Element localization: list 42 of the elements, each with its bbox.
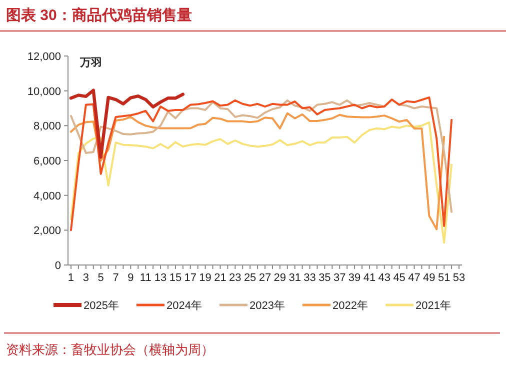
x-tick-label: 47 xyxy=(408,272,420,284)
y-tick-label: 6,000 xyxy=(33,156,61,168)
x-tick-label: 43 xyxy=(378,272,391,284)
y-axis-title: 万羽 xyxy=(79,57,102,69)
x-tick-label: 35 xyxy=(318,272,331,284)
x-tick-label: 3 xyxy=(82,272,89,284)
legend-label: 2023年 xyxy=(250,300,285,312)
x-tick-label: 5 xyxy=(98,272,104,284)
legend-label: 2025年 xyxy=(84,300,119,312)
legend-label: 2021年 xyxy=(416,300,451,312)
x-tick-label: 13 xyxy=(154,272,167,284)
x-tick-label: 53 xyxy=(452,272,466,284)
y-tick-label: 0 xyxy=(54,260,61,272)
x-tick-label: 21 xyxy=(214,272,226,284)
x-tick-label: 15 xyxy=(169,272,182,284)
chart-title: 图表 30：商品代鸡苗销售量 xyxy=(6,6,192,24)
x-tick-label: 27 xyxy=(258,272,272,284)
y-tick-label: 12,000 xyxy=(27,51,61,63)
x-tick-label: 25 xyxy=(244,272,256,284)
x-tick-label: 11 xyxy=(140,272,152,284)
text: 资料来源：畜牧业协会（横轴为周） xyxy=(6,342,214,357)
legend-label: 2022年 xyxy=(332,300,368,312)
x-tick-label: 39 xyxy=(348,272,361,284)
x-tick-label: 51 xyxy=(438,272,450,284)
y-tick-label: 4,000 xyxy=(33,190,61,202)
x-tick-label: 7 xyxy=(112,272,119,284)
x-tick-label: 49 xyxy=(423,272,436,284)
x-tick-label: 19 xyxy=(199,272,212,284)
x-tick-label: 17 xyxy=(184,272,197,284)
x-tick-label: 45 xyxy=(393,272,406,284)
y-tick-label: 10,000 xyxy=(27,86,61,98)
x-tick-label: 1 xyxy=(68,272,74,284)
y-tick-label: 8,000 xyxy=(33,120,61,133)
legend-label: 2024年 xyxy=(166,300,202,312)
x-tick-label: 31 xyxy=(288,272,301,284)
x-tick-label: 41 xyxy=(363,272,376,284)
x-tick-label: 9 xyxy=(128,272,134,284)
y-tick-label: 2,000 xyxy=(33,225,61,238)
x-tick-label: 23 xyxy=(229,272,242,284)
x-tick-label: 33 xyxy=(304,272,316,284)
x-tick-label: 29 xyxy=(274,272,286,284)
x-tick-label: 37 xyxy=(333,272,346,284)
